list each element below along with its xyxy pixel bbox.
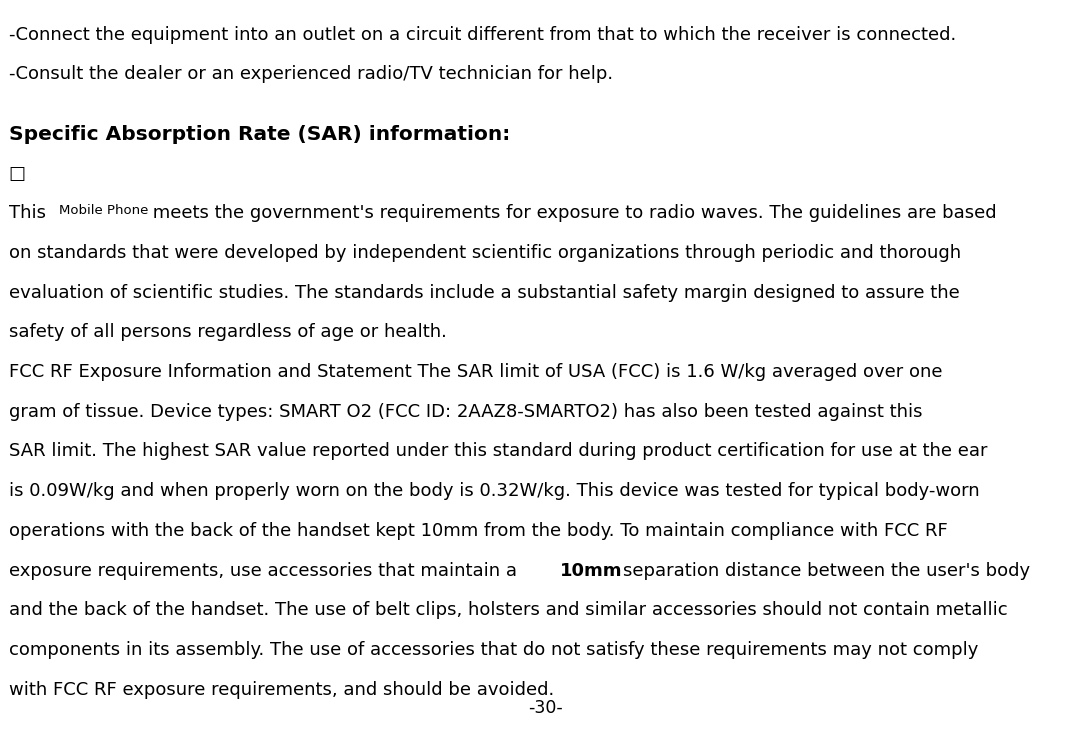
Text: 10mm: 10mm bbox=[560, 562, 622, 579]
Text: exposure requirements, use accessories that maintain a: exposure requirements, use accessories t… bbox=[9, 562, 523, 579]
Text: meets the government's requirements for exposure to radio waves. The guidelines : meets the government's requirements for … bbox=[146, 204, 996, 222]
Text: Mobile Phone: Mobile Phone bbox=[59, 204, 148, 218]
Text: evaluation of scientific studies. The standards include a substantial safety mar: evaluation of scientific studies. The st… bbox=[9, 284, 959, 301]
Text: gram of tissue. Device types: SMART O2 (FCC ID: 2AAZ8-SMARTO2) has also been tes: gram of tissue. Device types: SMART O2 (… bbox=[9, 403, 922, 420]
Text: SAR limit. The highest SAR value reported under this standard during product cer: SAR limit. The highest SAR value reporte… bbox=[9, 442, 987, 460]
Text: -Connect the equipment into an outlet on a circuit different from that to which : -Connect the equipment into an outlet on… bbox=[9, 26, 956, 43]
Text: -30-: -30- bbox=[528, 699, 563, 717]
Text: □: □ bbox=[9, 165, 26, 182]
Text: with FCC RF exposure requirements, and should be avoided.: with FCC RF exposure requirements, and s… bbox=[9, 681, 554, 698]
Text: separation distance between the user's body: separation distance between the user's b… bbox=[600, 562, 1030, 579]
Text: safety of all persons regardless of age or health.: safety of all persons regardless of age … bbox=[9, 323, 446, 341]
Text: This: This bbox=[9, 204, 51, 222]
Text: -Consult the dealer or an experienced radio/TV technician for help.: -Consult the dealer or an experienced ra… bbox=[9, 65, 613, 83]
Text: on standards that were developed by independent scientific organizations through: on standards that were developed by inde… bbox=[9, 244, 961, 262]
Text: is 0.09W/kg and when properly worn on the body is 0.32W/kg. This device was test: is 0.09W/kg and when properly worn on th… bbox=[9, 482, 980, 500]
Text: Specific Absorption Rate (SAR) information:: Specific Absorption Rate (SAR) informati… bbox=[9, 125, 509, 144]
Text: FCC RF Exposure Information and Statement The SAR limit of USA (FCC) is 1.6 W/kg: FCC RF Exposure Information and Statemen… bbox=[9, 363, 943, 381]
Text: operations with the back of the handset kept 10mm from the body. To maintain com: operations with the back of the handset … bbox=[9, 522, 947, 539]
Text: components in its assembly. The use of accessories that do not satisfy these req: components in its assembly. The use of a… bbox=[9, 641, 979, 659]
Text: and the back of the handset. The use of belt clips, holsters and similar accesso: and the back of the handset. The use of … bbox=[9, 601, 1007, 619]
